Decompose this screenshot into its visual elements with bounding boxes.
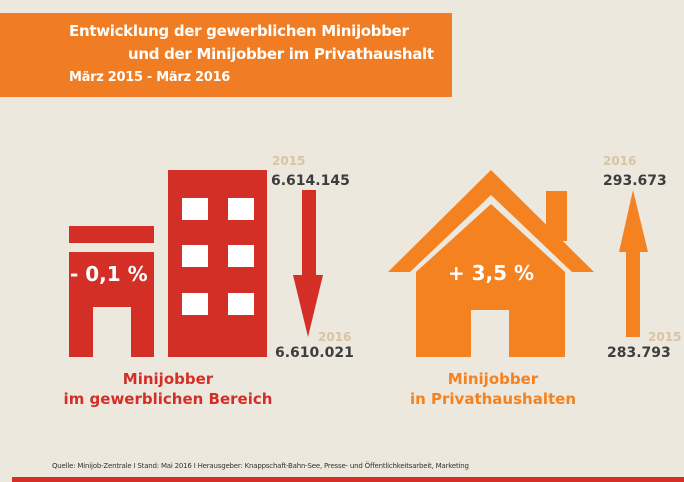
commercial-end-year: 2016 xyxy=(318,330,351,344)
household-label-1: Minijobber xyxy=(448,370,539,388)
title-line-1: Entwicklung der gewerblichen Minijobber xyxy=(69,22,409,40)
household-start-value: 283.793 xyxy=(607,345,671,361)
arrow-up-icon xyxy=(619,190,648,337)
household-label-2: in Privathaushalten xyxy=(410,390,576,408)
commercial-start-value: 6.614.145 xyxy=(271,173,350,189)
commercial-label-2: im gewerblichen Bereich xyxy=(64,390,273,408)
household-end-value: 293.673 xyxy=(603,173,667,189)
household-change: + 3,5 % xyxy=(448,261,534,285)
commercial-label-1: Minijobber xyxy=(123,370,214,388)
commercial-change: - 0,1 % xyxy=(70,262,148,286)
household-end-year: 2016 xyxy=(603,154,636,168)
bottom-bar xyxy=(12,477,684,482)
arrow-down-icon xyxy=(293,190,323,337)
source-note: Quelle: Minijob-Zentrale I Stand: Mai 20… xyxy=(52,462,469,470)
commercial-start-year: 2015 xyxy=(272,154,305,168)
title-banner xyxy=(0,13,452,97)
commercial-end-value: 6.610.021 xyxy=(275,345,354,361)
house-icon xyxy=(388,170,594,357)
building-icon xyxy=(69,170,267,357)
title-line-2: und der Minijobber im Privathaushalt xyxy=(128,45,434,63)
period: März 2015 - März 2016 xyxy=(69,70,230,85)
household-start-year: 2015 xyxy=(648,330,681,344)
